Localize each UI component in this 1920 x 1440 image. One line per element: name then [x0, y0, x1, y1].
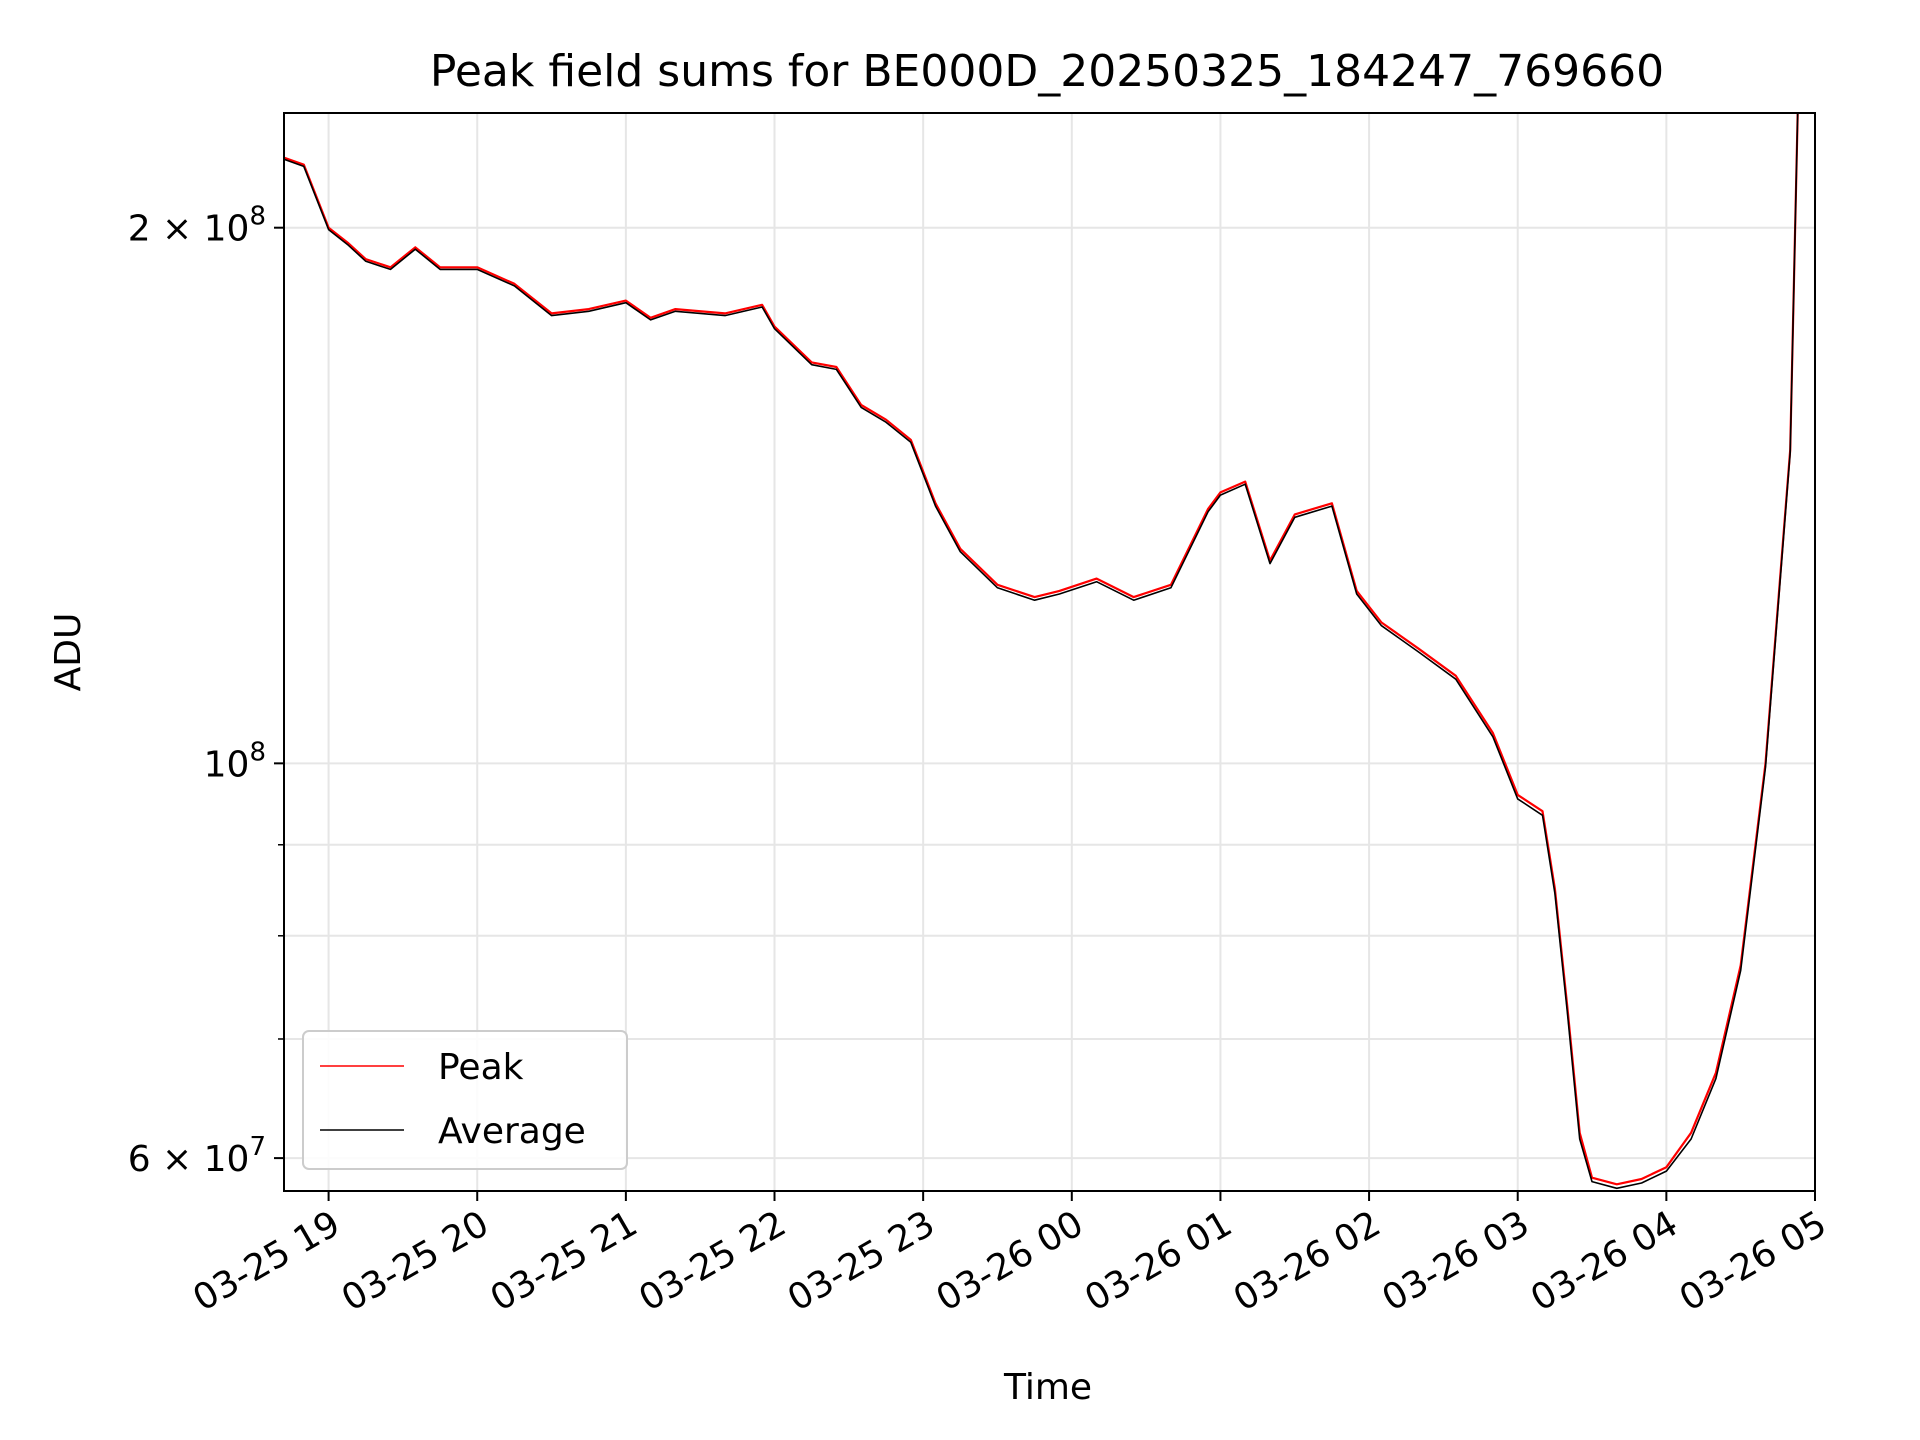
legend-label-peak: Peak [438, 1047, 524, 1088]
chart-title: Peak field sums for BE000D_20250325_1842… [430, 46, 1664, 97]
series-layer [284, 113, 1799, 1190]
y-tick-label: 108 [204, 737, 266, 785]
y-axis-label: ADU [48, 613, 89, 692]
y-axis-ticks: 108 2 × 108 6 × 107 [128, 202, 284, 1180]
legend-label-average: Average [438, 1111, 586, 1152]
plot-frame [283, 112, 1816, 1192]
series-line-average [284, 113, 1799, 1190]
y-tick-label: 6 × 107 [128, 1132, 266, 1180]
legend: Peak Average [302, 1030, 628, 1170]
series-line-peak [284, 113, 1799, 1186]
y-tick-label: 2 × 108 [128, 202, 266, 250]
x-axis-label: Time [1003, 1367, 1092, 1408]
